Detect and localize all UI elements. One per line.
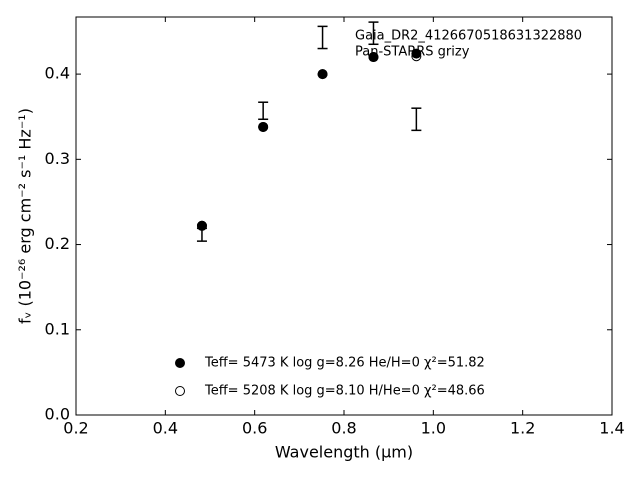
- y-tick-label: 0.4: [45, 64, 70, 83]
- point: [411, 48, 422, 59]
- y-tick-label: 0.0: [45, 405, 70, 424]
- point: [196, 220, 207, 231]
- x-tick-label: 0.6: [242, 419, 267, 438]
- y-tick-label: 0.2: [45, 234, 70, 253]
- annotation: Gaia_DR2_4126670518631322880: [355, 29, 582, 44]
- point: [317, 69, 328, 80]
- error-bar: [411, 107, 422, 132]
- error-bar: [258, 101, 269, 121]
- x-tick-label: 0.2: [63, 419, 88, 438]
- error-bar: [368, 21, 379, 46]
- y-axis-label: fᵥ (10⁻²⁶ erg cm⁻² s⁻¹ Hz⁻¹): [16, 108, 35, 324]
- x-tick-label: 1.0: [421, 419, 446, 438]
- x-tick-label: 1.2: [510, 419, 535, 438]
- point: [258, 121, 269, 132]
- legend-label: Teff= 5208 K log g=8.10 H/He=0 χ²=48.66: [204, 384, 485, 399]
- legend-marker: [175, 358, 185, 368]
- point: [411, 51, 422, 62]
- x-axis-label: Wavelength (μm): [275, 443, 413, 462]
- legend-marker: [175, 386, 185, 396]
- x-tick-label: 0.8: [331, 419, 356, 438]
- point: [368, 52, 379, 63]
- x-tick-label: 0.4: [153, 419, 178, 438]
- y-tick-label: 0.1: [45, 319, 70, 338]
- legend-label: Teff= 5473 K log g=8.26 He/H=0 χ²=51.82: [204, 356, 485, 371]
- x-tick-label: 1.4: [599, 419, 624, 438]
- y-tick-label: 0.3: [45, 149, 70, 168]
- error-bar: [317, 25, 328, 50]
